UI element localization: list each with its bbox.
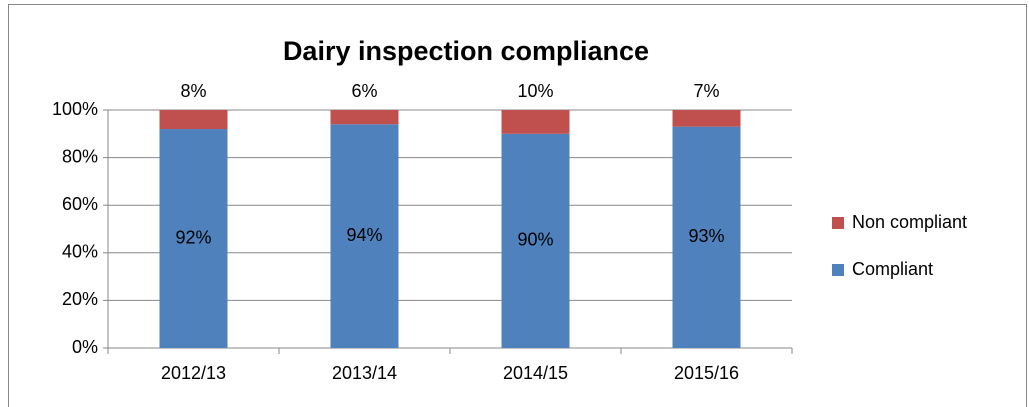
bar-segment: [330, 124, 399, 348]
y-tick-label: 100%: [52, 99, 98, 119]
x-tick-label: 2014/15: [503, 363, 568, 383]
data-label: 8%: [180, 81, 206, 101]
y-tick-label: 0%: [72, 337, 98, 357]
data-label: 10%: [517, 81, 553, 101]
data-label: 7%: [693, 81, 719, 101]
x-tick-label: 2015/16: [674, 363, 739, 383]
legend-label: Non compliant: [852, 212, 967, 232]
bar-segment: [159, 110, 228, 130]
data-label: 94%: [346, 225, 382, 245]
y-tick-label: 80%: [62, 146, 98, 166]
bar-segment: [159, 129, 228, 348]
legend-label: Compliant: [852, 259, 933, 279]
data-label: 93%: [688, 226, 724, 246]
y-tick-label: 40%: [62, 242, 98, 262]
x-tick-label: 2013/14: [332, 363, 397, 383]
bar-segment: [501, 110, 570, 134]
data-label: 6%: [351, 81, 377, 101]
data-label: 90%: [517, 230, 553, 250]
data-label: 92%: [175, 227, 211, 247]
bar-segment: [672, 126, 741, 348]
bar-segment: [330, 110, 399, 125]
bar-segment: [672, 110, 741, 127]
legend-swatch: [832, 264, 844, 276]
chart-title: Dairy inspection compliance: [283, 36, 649, 66]
legend-swatch: [832, 217, 844, 229]
y-tick-label: 20%: [62, 289, 98, 309]
bar-segment: [501, 133, 570, 348]
x-tick-label: 2012/13: [161, 363, 226, 383]
y-tick-label: 60%: [62, 194, 98, 214]
